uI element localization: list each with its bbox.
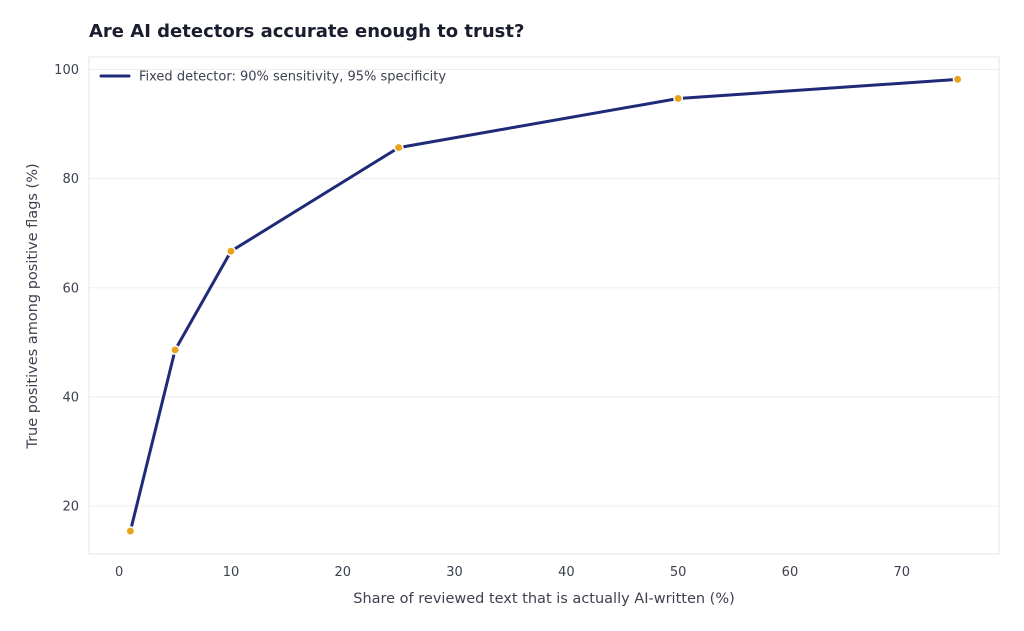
- y-tick-label: 80: [62, 172, 79, 187]
- x-tick-label: 60: [782, 565, 799, 580]
- y-tick-label: 60: [62, 281, 79, 296]
- x-tick-label: 50: [670, 565, 687, 580]
- data-point: [226, 246, 236, 257]
- y-axis-label: True positives among positive flags (%): [25, 163, 41, 449]
- x-tick-label: 10: [223, 565, 240, 580]
- plot-area: [88, 56, 1000, 555]
- y-axis-ticks: 20 40 60 80 100: [54, 63, 79, 514]
- data-point: [673, 93, 684, 104]
- series-layer: [125, 74, 963, 537]
- legend-label: Fixed detector: 90% sensitivity, 95% spe…: [139, 70, 446, 85]
- data-point: [393, 142, 404, 153]
- legend: Fixed detector: 90% sensitivity, 95% spe…: [99, 70, 446, 85]
- data-point: [170, 345, 181, 355]
- gridlines: [89, 69, 999, 507]
- y-tick-label: 100: [54, 63, 79, 78]
- chart-title: Are AI detectors accurate enough to trus…: [89, 21, 525, 42]
- x-tick-label: 40: [558, 565, 575, 580]
- y-tick-label: 20: [62, 499, 79, 514]
- x-tick-label: 20: [334, 565, 351, 580]
- data-point: [125, 526, 136, 537]
- x-axis-ticks: 0 10 20 30 40 50 60 70: [115, 565, 910, 580]
- series-line: [128, 77, 960, 533]
- x-tick-label: 70: [893, 565, 910, 580]
- x-axis-label: Share of reviewed text that is actually …: [353, 591, 735, 607]
- y-tick-label: 40: [62, 390, 79, 405]
- x-tick-label: 0: [115, 565, 123, 580]
- data-point: [952, 74, 963, 85]
- x-tick-label: 30: [446, 565, 463, 580]
